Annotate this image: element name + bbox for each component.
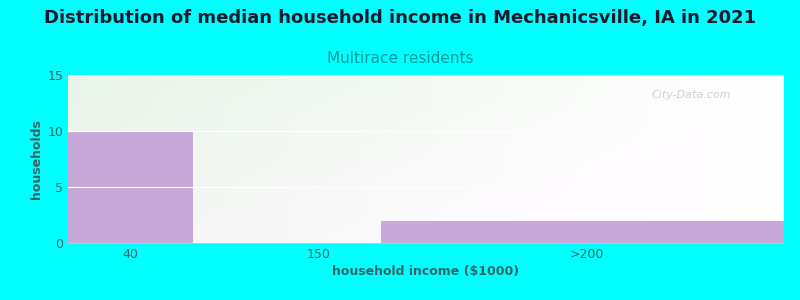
Text: Distribution of median household income in Mechanicsville, IA in 2021: Distribution of median household income … <box>44 9 756 27</box>
Bar <box>68 131 194 243</box>
Text: City-Data.com: City-Data.com <box>651 90 730 100</box>
Bar <box>382 220 784 243</box>
Y-axis label: households: households <box>30 119 43 199</box>
X-axis label: household income ($1000): household income ($1000) <box>333 265 519 278</box>
Text: Multirace residents: Multirace residents <box>326 51 474 66</box>
